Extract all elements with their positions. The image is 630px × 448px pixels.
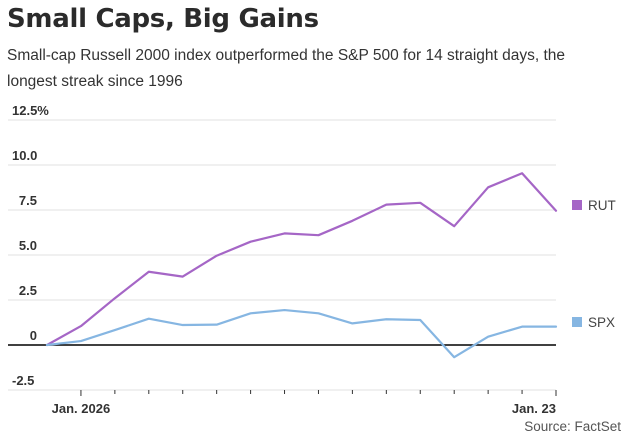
gridlines (8, 119, 556, 391)
source-note: Source: FactSet (524, 419, 621, 434)
y-tick-label: 0 (30, 328, 37, 343)
legend-label-rut: RUT (588, 198, 616, 213)
x-tick-label: Jan. 2026 (52, 401, 111, 416)
y-tick-label: 5.0 (19, 238, 37, 253)
legend-swatch-rut (572, 200, 582, 210)
legend: RUT SPX (572, 198, 616, 330)
series-lines (45, 172, 558, 359)
y-tick-label: 12.5% (12, 103, 49, 118)
chart-subtitle: Small-cap Russell 2000 index outperforme… (7, 47, 566, 90)
series-line-rut (45, 172, 558, 347)
y-axis-tick-labels: -2.5 0 2.5 5.0 7.5 10.0 12.5% (12, 103, 49, 388)
chart-title: Small Caps, Big Gains (7, 4, 319, 34)
y-tick-label: 7.5 (19, 193, 37, 208)
y-tick-label: 2.5 (19, 283, 37, 298)
series-line-spx (45, 308, 558, 359)
x-tick-label: Jan. 23 (512, 401, 556, 416)
y-tick-label: -2.5 (12, 373, 34, 388)
legend-label-spx: SPX (588, 315, 615, 330)
legend-swatch-spx (572, 317, 582, 327)
y-tick-label: 10.0 (12, 148, 37, 163)
x-axis: Jan. 2026 Jan. 23 (52, 390, 557, 416)
